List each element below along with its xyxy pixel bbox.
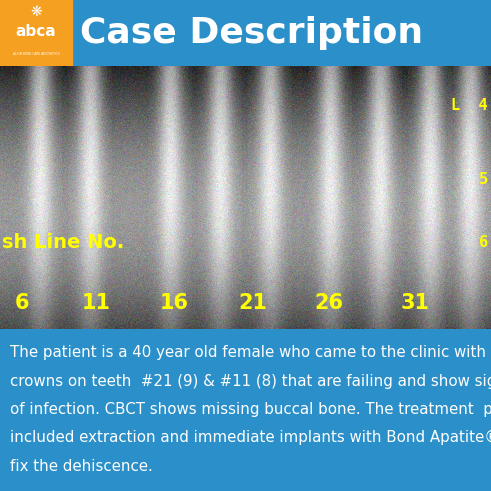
Text: 6: 6 <box>479 235 488 250</box>
Text: 11: 11 <box>81 293 110 313</box>
Text: 26: 26 <box>314 293 344 313</box>
Text: sh Line No.: sh Line No. <box>2 233 124 252</box>
Text: included extraction and immediate implants with Bond Apatite® to: included extraction and immediate implan… <box>10 430 491 445</box>
Text: 21: 21 <box>238 293 268 313</box>
Text: abca: abca <box>16 24 56 39</box>
Text: crowns on teeth  #21 (9) & #11 (8) that are failing and show signs: crowns on teeth #21 (9) & #11 (8) that a… <box>10 374 491 388</box>
Text: ALIGN BONE CARE AESTHETICS: ALIGN BONE CARE AESTHETICS <box>13 52 59 56</box>
Text: L  4: L 4 <box>452 98 488 113</box>
Text: The patient is a 40 year old female who came to the clinic with: The patient is a 40 year old female who … <box>10 345 486 360</box>
Text: of infection. CBCT shows missing buccal bone. The treatment  plan: of infection. CBCT shows missing buccal … <box>10 402 491 417</box>
Bar <box>0 0 72 66</box>
Text: 6: 6 <box>15 293 29 313</box>
Text: 31: 31 <box>400 293 430 313</box>
Text: 5: 5 <box>479 171 488 187</box>
Text: 16: 16 <box>160 293 189 313</box>
Text: Case Description: Case Description <box>80 16 423 50</box>
Text: fix the dehiscence.: fix the dehiscence. <box>10 459 153 474</box>
Text: ❋: ❋ <box>30 5 42 19</box>
